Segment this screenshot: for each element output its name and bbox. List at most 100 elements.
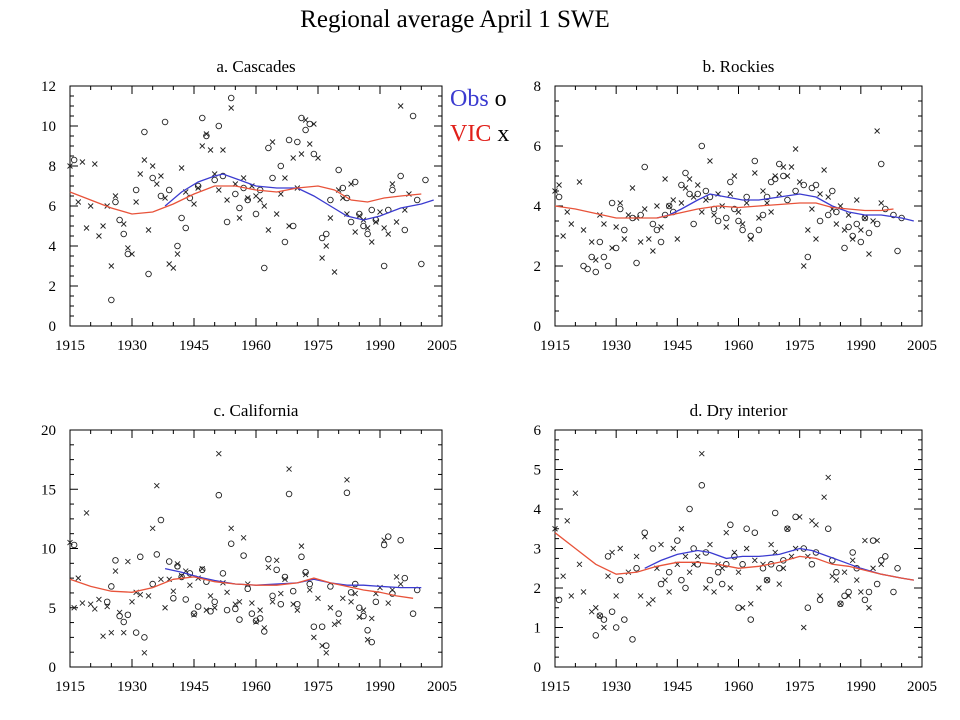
vic-point [137, 591, 144, 598]
obs-point [368, 638, 375, 646]
obs-point [223, 606, 231, 614]
x-tick-label: 1975 [303, 679, 333, 695]
obs-point [306, 580, 313, 588]
obs-point [584, 265, 591, 273]
y-tick-label: 8 [49, 159, 57, 175]
vic-point [381, 225, 387, 231]
y-tick-label: 12 [41, 79, 56, 95]
obs-point [833, 208, 840, 216]
vic-point [269, 139, 276, 145]
vic-point [87, 601, 94, 608]
obs-point [145, 270, 152, 278]
x-tick-label: 1915 [540, 679, 570, 695]
obs-point [380, 541, 388, 549]
vic-point [187, 582, 193, 589]
obs-point [227, 540, 235, 548]
obs-point [124, 611, 132, 619]
vic-point [780, 164, 787, 170]
obs-point [236, 204, 243, 212]
y-tick-label: 5 [49, 601, 57, 617]
x-tick-label: 1945 [662, 338, 692, 354]
obs-point [265, 555, 272, 563]
obs-point [771, 175, 779, 183]
vic-point [853, 197, 860, 203]
obs-point [857, 238, 865, 246]
obs-point [600, 616, 608, 623]
obs-point [132, 629, 140, 636]
vic-point [244, 581, 251, 587]
vic-point [302, 571, 309, 578]
vic-point [249, 600, 255, 606]
vic-point [817, 593, 823, 599]
obs-point [800, 181, 807, 189]
vic-point [368, 239, 375, 245]
obs-point [360, 612, 367, 620]
obs-point [318, 623, 326, 630]
vic-point [862, 537, 868, 544]
obs-point [735, 217, 742, 225]
vic-point [552, 188, 558, 194]
vic-point [870, 565, 876, 572]
vic-point [261, 203, 268, 209]
vic-smooth-line [554, 202, 894, 219]
obs-point [244, 196, 251, 204]
vic-point [841, 569, 848, 576]
obs-point [364, 627, 371, 634]
obs-point [877, 160, 885, 168]
obs-point [861, 596, 869, 604]
vic-point [331, 269, 338, 275]
obs-point [335, 166, 342, 174]
obs-point [153, 551, 161, 558]
obs-point [351, 580, 359, 588]
vic-point [768, 541, 774, 548]
vic-point [327, 215, 334, 221]
vic-point [269, 599, 276, 605]
obs-point [157, 516, 165, 524]
obs-point [178, 214, 185, 222]
vic-point [845, 212, 852, 218]
vic-point [282, 576, 288, 583]
obs-point [199, 114, 206, 122]
y-tick-label: 2 [49, 279, 57, 295]
obs-point [294, 600, 301, 608]
y-tick-label: 2 [534, 581, 542, 597]
obs-point [824, 525, 832, 533]
x-tick-label: 1960 [241, 679, 271, 695]
vic-point [100, 633, 106, 640]
vic-point [874, 537, 880, 544]
x-tick-label: 1930 [117, 338, 147, 354]
vic-point [597, 612, 603, 619]
y-tick-label: 4 [534, 502, 542, 518]
vic-point [605, 573, 611, 579]
vic-point [682, 185, 689, 191]
vic-smooth-line [69, 185, 422, 215]
vic-point [87, 203, 94, 209]
vic-point [389, 181, 396, 187]
vic-point [364, 225, 371, 231]
obs-point [124, 250, 132, 258]
obs-point [665, 202, 673, 210]
vic-point [739, 604, 746, 611]
vic-point [564, 209, 571, 215]
obs-point [727, 178, 734, 186]
panel-title: a. Cascades [216, 57, 295, 76]
vic-point [576, 179, 583, 185]
vic-point [311, 634, 317, 641]
vic-point [348, 599, 354, 605]
obs-smooth-line [164, 567, 422, 589]
vic-point [727, 191, 734, 197]
obs-point [882, 205, 889, 213]
obs-point [853, 220, 861, 228]
vic-point [686, 569, 693, 576]
obs-point [343, 194, 351, 202]
obs-point [649, 545, 657, 552]
obs-point [890, 588, 897, 596]
vic-point [125, 558, 131, 565]
obs-point [759, 211, 767, 219]
x-tick-label: 1990 [846, 679, 876, 695]
obs-point [380, 262, 388, 270]
obs-point [298, 553, 305, 561]
vic-point [360, 607, 367, 613]
vic-point [849, 557, 856, 564]
obs-point [112, 198, 119, 206]
